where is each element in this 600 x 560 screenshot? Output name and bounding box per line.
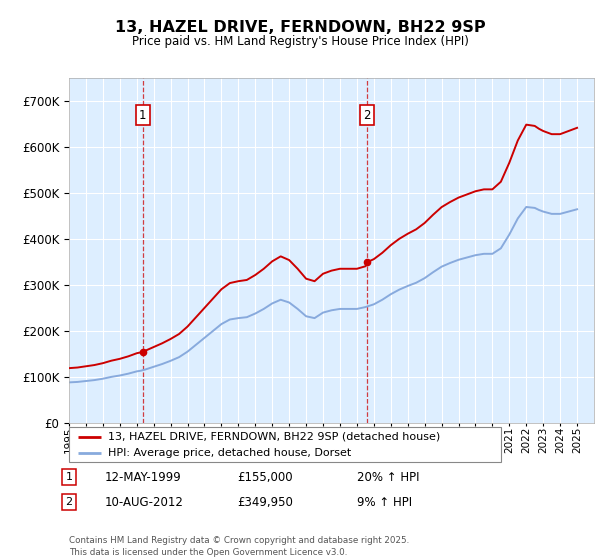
Text: 2: 2 (364, 109, 371, 122)
Text: 13, HAZEL DRIVE, FERNDOWN, BH22 9SP: 13, HAZEL DRIVE, FERNDOWN, BH22 9SP (115, 20, 485, 35)
Text: HPI: Average price, detached house, Dorset: HPI: Average price, detached house, Dors… (108, 447, 351, 458)
Text: £349,950: £349,950 (237, 496, 293, 509)
Text: 12-MAY-1999: 12-MAY-1999 (105, 470, 182, 484)
Text: £155,000: £155,000 (237, 470, 293, 484)
Text: 1: 1 (65, 472, 73, 482)
Text: 20% ↑ HPI: 20% ↑ HPI (357, 470, 419, 484)
Text: 2: 2 (65, 497, 73, 507)
Text: 1: 1 (139, 109, 146, 122)
FancyBboxPatch shape (69, 427, 501, 462)
Text: Price paid vs. HM Land Registry's House Price Index (HPI): Price paid vs. HM Land Registry's House … (131, 35, 469, 48)
Text: Contains HM Land Registry data © Crown copyright and database right 2025.
This d: Contains HM Land Registry data © Crown c… (69, 536, 409, 557)
Text: 10-AUG-2012: 10-AUG-2012 (105, 496, 184, 509)
Text: 9% ↑ HPI: 9% ↑ HPI (357, 496, 412, 509)
Text: 13, HAZEL DRIVE, FERNDOWN, BH22 9SP (detached house): 13, HAZEL DRIVE, FERNDOWN, BH22 9SP (det… (108, 432, 440, 442)
